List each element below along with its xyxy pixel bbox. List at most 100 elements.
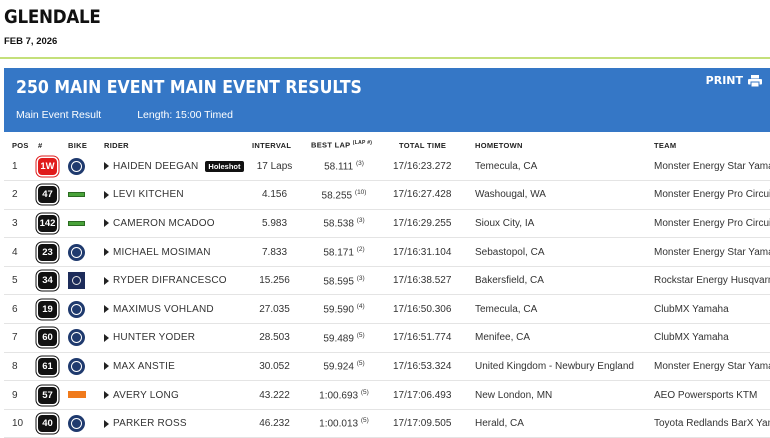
col-pos: POS <box>12 140 29 150</box>
best-lap-value: 58.538 <box>323 218 354 230</box>
results-subtitle: Main Event Result Length: 15:00 Timed <box>16 109 233 121</box>
yamaha-logo-icon <box>68 329 85 347</box>
best-lap-cell: 59.590 (4) <box>311 294 389 325</box>
caret-right-icon[interactable] <box>104 362 109 371</box>
caret-right-icon[interactable] <box>104 419 109 428</box>
bike-cell <box>68 294 104 325</box>
col-best-lap: BEST LAP (LAP #) <box>311 138 389 152</box>
best-lap-cell: 58.111 (3) <box>311 152 389 182</box>
caret-right-icon[interactable] <box>104 276 109 285</box>
rider-name[interactable]: LEVI KITCHEN <box>113 189 184 201</box>
results-table: POS # BIKE RIDER INTERVAL BEST LAP (LAP … <box>4 138 770 438</box>
best-lap-number: (5) <box>356 331 365 339</box>
col-bike: BIKE <box>68 140 88 150</box>
caret-right-icon[interactable] <box>104 248 109 257</box>
rider-name[interactable]: HUNTER YODER <box>113 332 196 344</box>
col-interval: INTERVAL <box>252 140 292 150</box>
number-cell: 142 <box>38 209 68 239</box>
caret-right-icon[interactable] <box>104 305 109 314</box>
yamaha-logo-icon <box>68 157 85 175</box>
rider-cell[interactable]: MICHAEL MOSIMAN <box>104 237 252 267</box>
print-label: PRINT <box>705 74 743 87</box>
event-date: FEB 7, 2026 <box>4 36 58 47</box>
col-best-lap-label: BEST LAP <box>311 140 351 150</box>
number-cell: 47 <box>38 180 68 210</box>
hometown-cell: United Kingdom - Newbury England <box>471 352 654 382</box>
bike-cell <box>68 323 104 353</box>
number-cell: 1W <box>38 152 68 182</box>
best-lap-value: 1:00.013 <box>319 418 359 430</box>
total-time-cell: 17/16:51.774 <box>389 323 471 353</box>
rider-cell[interactable]: HUNTER YODER <box>104 323 252 353</box>
rider-name[interactable]: MICHAEL MOSIMAN <box>113 246 211 258</box>
number-cell: 60 <box>38 323 68 353</box>
number-plate: 40 <box>38 415 57 433</box>
rider-name[interactable]: HAIDEN DEEGAN <box>113 160 199 172</box>
table-header-row: POS # BIKE RIDER INTERVAL BEST LAP (LAP … <box>4 138 770 152</box>
best-lap-value: 58.111 <box>324 161 354 173</box>
rider-name[interactable]: MAXIMUS VOHLAND <box>113 303 214 315</box>
number-cell: 34 <box>38 266 68 296</box>
best-lap-value: 1:00.693 <box>319 390 359 402</box>
pos-cell: 6 <box>4 294 38 325</box>
husqvarna-logo-icon <box>68 272 85 290</box>
hometown-cell: Sebastopol, CA <box>471 237 654 267</box>
table-row: 7 60 HUNTER YODER 28.503 59.489 (5) 17/16:51.… <box>4 323 770 353</box>
caret-right-icon[interactable] <box>104 219 109 228</box>
rider-name[interactable]: MAX ANSTIE <box>113 360 176 372</box>
team-cell: Monster Energy Star Yamaha Racing <box>654 152 770 182</box>
number-plate: 1W <box>38 157 57 175</box>
rider-cell[interactable]: LEVI KITCHEN <box>104 180 252 210</box>
bike-cell <box>68 380 104 410</box>
rider-cell[interactable]: MAXIMUS VOHLAND <box>104 294 252 325</box>
pos-cell: 7 <box>4 323 38 353</box>
rider-name[interactable]: AVERY LONG <box>113 389 179 401</box>
caret-right-icon[interactable] <box>104 333 109 342</box>
result-type: Main Event Result <box>16 109 102 121</box>
team-cell: Monster Energy Star Yamaha Racing <box>654 237 770 267</box>
pos-cell: 8 <box>4 352 38 382</box>
rider-cell[interactable]: CAMERON MCADOO <box>104 209 252 239</box>
hometown-cell: Menifee, CA <box>471 323 654 353</box>
caret-right-icon[interactable] <box>104 190 109 199</box>
divider <box>0 57 770 59</box>
total-time-cell: 17/16:31.104 <box>389 237 471 267</box>
total-time-cell: 17/16:53.324 <box>389 352 471 382</box>
col-team: TEAM <box>654 140 677 150</box>
bike-cell <box>68 266 104 296</box>
printer-icon <box>748 74 762 87</box>
rider-cell[interactable]: PARKER ROSS <box>104 409 252 438</box>
number-cell: 57 <box>38 380 68 410</box>
caret-right-icon[interactable] <box>104 391 109 400</box>
hometown-cell: Sioux City, IA <box>471 209 654 239</box>
print-button[interactable]: PRINT <box>706 74 762 87</box>
caret-right-icon[interactable] <box>104 162 109 171</box>
pos-cell: 3 <box>4 209 38 239</box>
number-cell: 40 <box>38 409 68 438</box>
number-plate: 61 <box>38 357 57 375</box>
rider-cell[interactable]: RYDER DIFRANCESCO <box>104 266 252 296</box>
col-rider: RIDER <box>104 140 129 150</box>
interval-cell: 30.052 <box>252 352 311 382</box>
interval-cell: 46.232 <box>252 409 311 438</box>
best-lap-cell: 58.171 (2) <box>311 237 389 267</box>
rider-name[interactable]: RYDER DIFRANCESCO <box>113 275 227 287</box>
bike-cell <box>68 409 104 438</box>
kawasaki-logo-icon <box>68 220 85 226</box>
rider-cell[interactable]: HAIDEN DEEGAN Holeshot <box>104 152 252 182</box>
interval-cell: 27.035 <box>252 294 311 325</box>
rider-name[interactable]: CAMERON MCADOO <box>113 217 215 229</box>
best-lap-cell: 1:00.693 (5) <box>311 380 389 410</box>
rider-name[interactable]: PARKER ROSS <box>113 418 187 430</box>
best-lap-cell: 59.489 (5) <box>311 323 389 353</box>
table-row: 10 40 PARKER ROSS 46.232 1:00.013 (5) 17/17:0… <box>4 409 770 438</box>
best-lap-number: (4) <box>356 303 365 311</box>
total-time-cell: 17/16:27.428 <box>389 180 471 210</box>
number-cell: 23 <box>38 237 68 267</box>
table-row: 5 34 RYDER DIFRANCESCO 15.256 58.595 (3) 17/1… <box>4 266 770 296</box>
total-time-cell: 17/17:06.493 <box>389 380 471 410</box>
bike-cell <box>68 180 104 210</box>
rider-cell[interactable]: MAX ANSTIE <box>104 352 252 382</box>
rider-cell[interactable]: AVERY LONG <box>104 380 252 410</box>
number-plate: 57 <box>38 386 57 404</box>
